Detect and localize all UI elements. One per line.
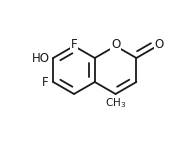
Text: O: O <box>111 38 120 51</box>
Text: CH$_3$: CH$_3$ <box>105 96 126 110</box>
Text: HO: HO <box>32 51 50 64</box>
Text: O: O <box>155 38 164 51</box>
Text: F: F <box>71 38 77 51</box>
Text: F: F <box>42 75 49 89</box>
